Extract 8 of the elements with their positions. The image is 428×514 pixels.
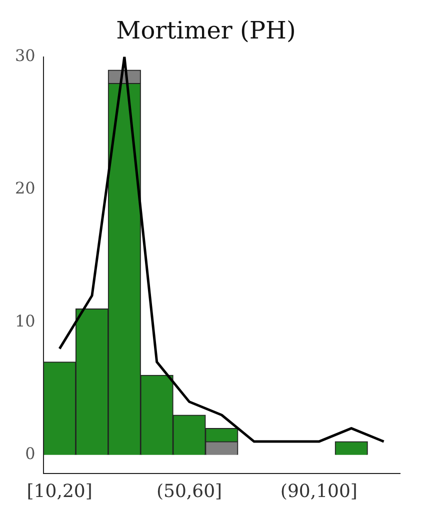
y-tick-label: 10 xyxy=(15,311,36,330)
x-tick-label: (90,100] xyxy=(280,480,358,502)
chart-title: Mortimer (PH) xyxy=(116,16,296,45)
y-tick-label: 30 xyxy=(15,46,36,65)
y-tick-label: 20 xyxy=(15,178,36,198)
y-tick-label: 0 xyxy=(25,444,36,463)
x-tick-label: (50,60] xyxy=(156,480,222,502)
x-tick-label: [10,20] xyxy=(26,480,92,502)
